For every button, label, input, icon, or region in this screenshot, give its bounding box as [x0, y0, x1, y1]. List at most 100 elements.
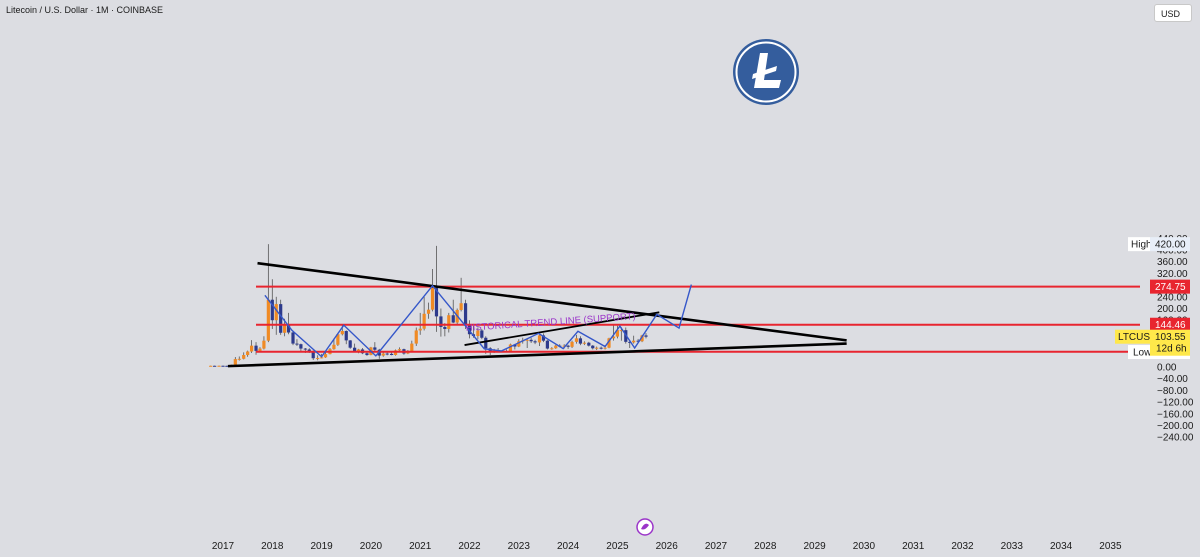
candle-body: [336, 334, 340, 345]
ltc-countdown: 12d 6h: [1156, 344, 1187, 355]
price-tick-label: 240.00: [1157, 292, 1188, 303]
candle-body: [434, 288, 439, 317]
candle-body: [550, 348, 554, 350]
year-tick-label: 2028: [754, 541, 777, 552]
candle-body: [344, 331, 348, 341]
candle-body: [303, 348, 307, 350]
candle-body: [217, 365, 221, 367]
candle-body: [574, 338, 579, 342]
candle-body: [311, 351, 315, 359]
candle-body: [640, 335, 644, 342]
candle-body: [385, 353, 389, 355]
level-tag: [1150, 317, 1190, 332]
candle-body: [323, 354, 328, 358]
year-tick-label: 2035: [1099, 541, 1122, 552]
candle-body: [607, 338, 611, 348]
high-tag-box: [1128, 237, 1150, 252]
axis-tags: 274.75144.4651.94High420.00Low3.26LTCUSD…: [1115, 237, 1190, 360]
year-tick-label: 2031: [902, 541, 925, 552]
year-tick-label: 2032: [951, 541, 974, 552]
candle-body: [644, 335, 648, 337]
candle-body: [525, 339, 529, 341]
price-tick-label: −80.00: [1157, 386, 1188, 397]
candle-body: [451, 315, 455, 323]
candle-body: [410, 343, 414, 351]
currency-button[interactable]: USD: [1154, 4, 1192, 22]
candle-body: [545, 340, 549, 349]
candle-body: [237, 358, 241, 360]
ltc-symbol-tag: [1115, 329, 1150, 344]
candle-body: [307, 349, 311, 352]
price-tick-label: −40.00: [1157, 374, 1188, 385]
high-tag-label: High: [1131, 240, 1152, 251]
high-value-box: [1150, 237, 1190, 252]
year-tick-label: 2034: [1050, 541, 1073, 552]
level-tag-label: 144.46: [1155, 320, 1186, 331]
candle-body: [233, 359, 237, 365]
trend-line: [227, 342, 847, 368]
candle-body: [274, 304, 278, 321]
candle-body: [426, 309, 431, 314]
candle-body: [615, 330, 619, 337]
candle-body: [554, 345, 558, 349]
time-axis[interactable]: 2017 2018 2019 2020 2021 2022 2023 2024 2025 2026…: [212, 541, 1122, 552]
year-tick-label: 2025: [606, 541, 629, 552]
candle-body: [636, 340, 640, 342]
candle-body: [603, 347, 607, 349]
litecoin-logo-slash: [752, 66, 777, 79]
candle-body: [262, 340, 266, 349]
candle-body: [459, 303, 463, 310]
candle-body: [266, 299, 270, 341]
candle-body: [279, 304, 283, 333]
price-tick-label: 0.00: [1157, 363, 1177, 374]
candle-body: [365, 353, 369, 356]
ltc-symbol-label: LTCUSD: [1118, 332, 1157, 343]
candle-body: [418, 328, 422, 331]
candle-body: [619, 330, 623, 332]
litecoin-logo: [733, 39, 799, 105]
year-tick-label: 2024: [557, 541, 580, 552]
candle-body: [397, 349, 402, 351]
year-tick-label: 2030: [853, 541, 876, 552]
candle-body: [443, 326, 447, 329]
candle-body: [295, 343, 299, 345]
candle-body: [595, 347, 599, 349]
candle-body: [242, 355, 246, 359]
candle-body: [291, 332, 295, 344]
candle-body: [484, 337, 488, 349]
low-tag-label: Low: [1133, 348, 1152, 359]
candle-body: [299, 344, 303, 349]
projection-path: [264, 284, 693, 358]
candle-body: [541, 335, 546, 341]
candle-body: [209, 365, 213, 367]
candle-body: [562, 345, 566, 347]
candle-body: [508, 344, 513, 352]
price-tick-label: −120.00: [1157, 398, 1194, 409]
candle-body: [353, 347, 357, 352]
candle-body: [320, 357, 324, 359]
tradingview-flourish-icon[interactable]: [636, 518, 654, 536]
candle-body: [340, 331, 344, 335]
year-tick-label: 2029: [803, 541, 826, 552]
candle-body: [246, 351, 250, 356]
candle-body: [286, 324, 291, 333]
candle-body: [480, 330, 484, 338]
candle-body: [447, 315, 451, 329]
year-tick-label: 2019: [310, 541, 333, 552]
candle-body: [463, 303, 468, 325]
candle-body: [283, 324, 287, 333]
year-tick-label: 2018: [261, 541, 284, 552]
year-tick-label: 2033: [1001, 541, 1024, 552]
candle-body: [373, 347, 377, 350]
candle-body: [332, 344, 336, 350]
candle-body: [414, 330, 418, 344]
year-tick-label: 2023: [508, 541, 531, 552]
year-tick-label: 2027: [705, 541, 728, 552]
candle-body: [225, 365, 229, 367]
candle-body: [611, 336, 616, 339]
candle-body: [430, 288, 435, 310]
litecoin-logo-ring: [735, 41, 797, 103]
candle-body: [533, 341, 537, 343]
candle-body: [513, 344, 517, 347]
